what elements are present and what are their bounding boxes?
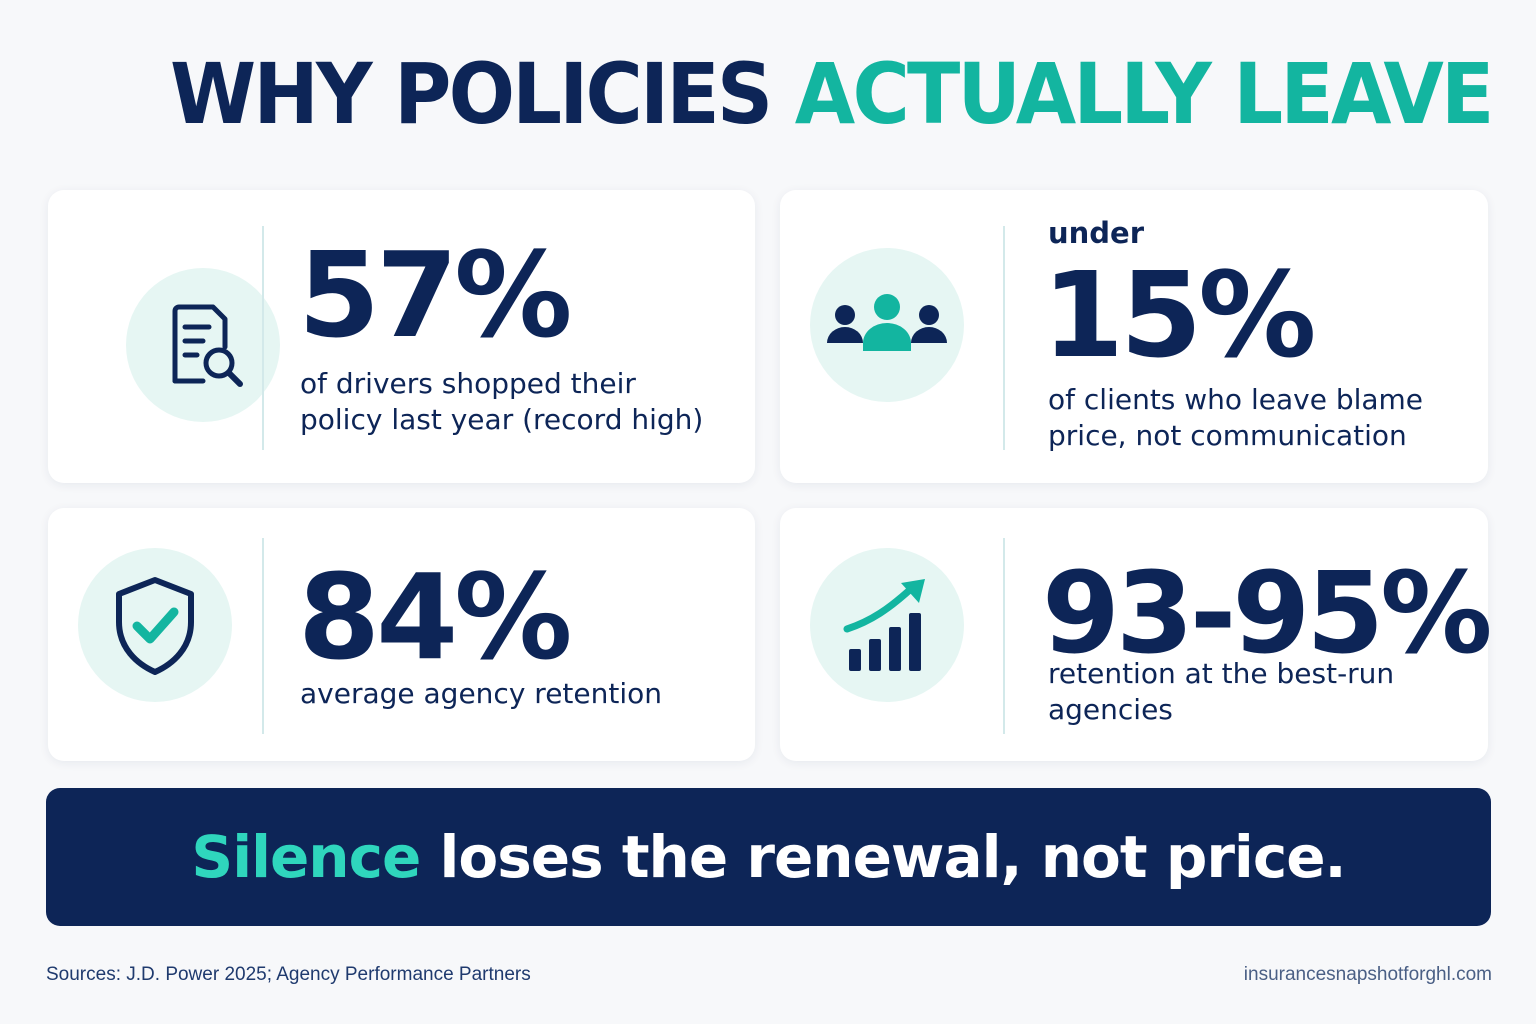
website-url: insurancesnapshotforghl.com (1243, 964, 1492, 985)
card-divider (1003, 226, 1005, 450)
banner-highlight: Silence (191, 823, 421, 891)
card-divider (1003, 538, 1005, 734)
stat-icon-circle (78, 548, 232, 702)
stat-card-agency-retention: 84% average agency retention (48, 508, 755, 761)
stat-icon-circle (126, 268, 280, 422)
stat-description: of drivers shopped their policy last yea… (300, 366, 703, 439)
stat-value: 15% (1042, 246, 1316, 384)
stat-description-line-1: of clients who leave blame (1048, 383, 1424, 416)
stat-value: 93-95% (1042, 549, 1492, 679)
stat-card-drivers-shopped: 57% of drivers shopped their policy last… (48, 190, 755, 483)
document-search-icon (172, 304, 243, 387)
stat-icon-circle (810, 548, 964, 702)
stat-value: 84% (298, 548, 572, 686)
people-group-icon (827, 294, 947, 351)
stat-description: average agency retention (300, 676, 662, 712)
title-part-2: ACTUALLY LEAVE (794, 45, 1495, 143)
shield-check-icon (116, 577, 194, 675)
stat-value: 57% (298, 226, 572, 364)
stat-prefix: under (1048, 216, 1145, 250)
sources-footnote: Sources: J.D. Power 2025; Agency Perform… (46, 964, 531, 985)
stat-description-line-1: retention at the best-run (1048, 657, 1395, 690)
stat-description-line-1: of drivers shopped their (300, 367, 636, 400)
banner-text: Silence loses the renewal, not price. (191, 823, 1347, 891)
key-message-banner: Silence loses the renewal, not price. (46, 788, 1491, 926)
stat-description: of clients who leave blame price, not co… (1048, 382, 1423, 455)
stat-description-line-1: average agency retention (300, 677, 663, 710)
stat-card-blame-price: under 15% of clients who leave blame pri… (780, 190, 1488, 483)
stat-icon-circle (810, 248, 964, 402)
page-title: WHY POLICIES ACTUALLY LEAVE (170, 52, 1494, 136)
stat-description-line-2: agencies (1048, 693, 1173, 727)
growth-chart-icon (843, 579, 925, 671)
title-part-1: WHY POLICIES (170, 45, 773, 143)
stat-description-line-2: price, not communication (1048, 419, 1407, 453)
stat-description: retention at the best-run agencies (1048, 656, 1394, 729)
stat-description-line-2: policy last year (record high) (300, 403, 704, 437)
stat-card-best-run-agencies: 93-95% retention at the best-run agencie… (780, 508, 1492, 761)
card-divider (262, 226, 264, 450)
card-divider (262, 538, 264, 734)
banner-rest: loses the renewal, not price. (439, 823, 1347, 891)
